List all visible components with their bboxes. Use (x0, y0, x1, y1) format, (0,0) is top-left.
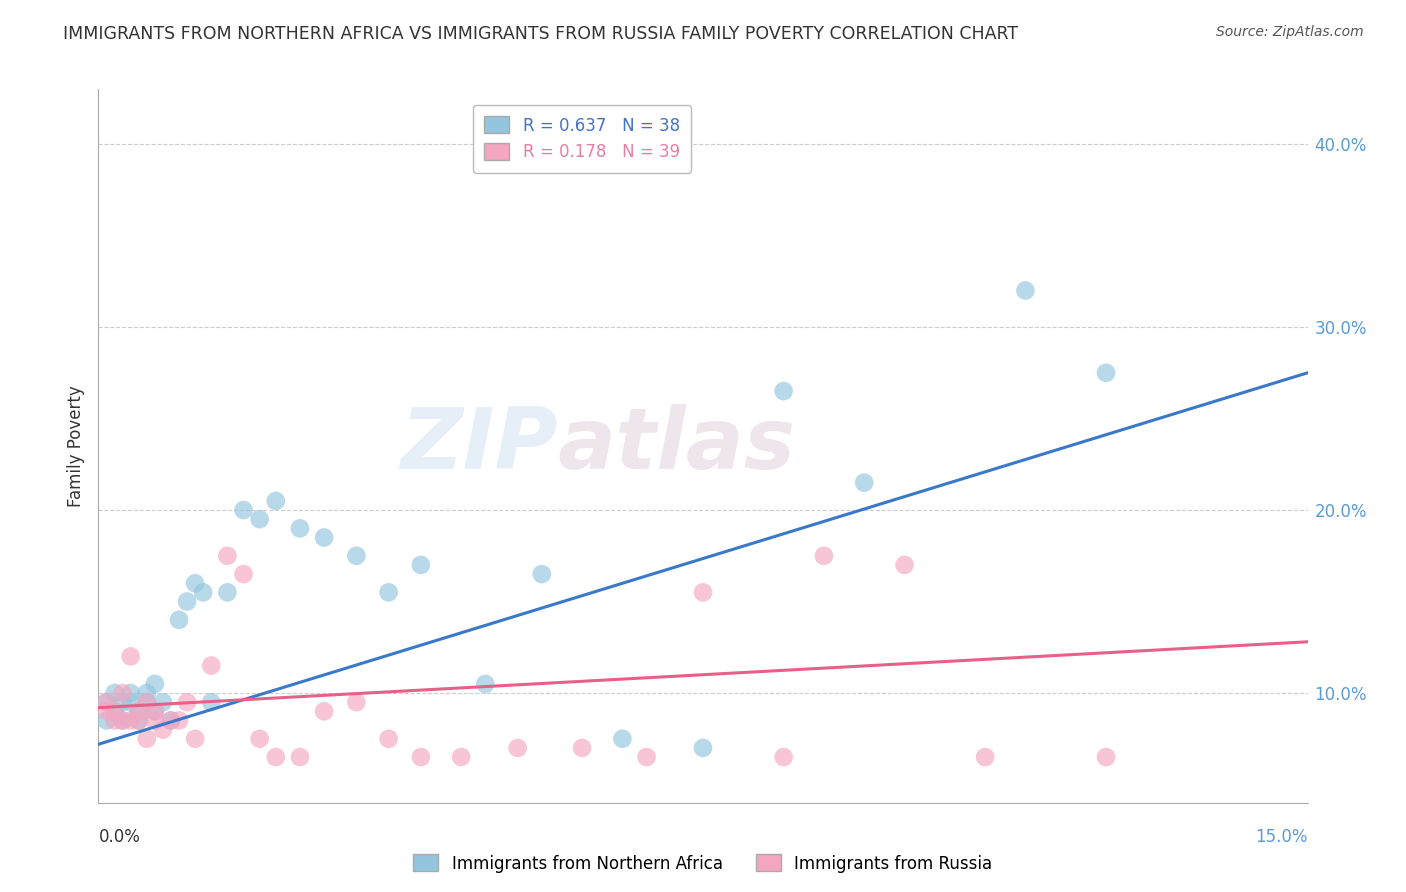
Point (128, 714, 150, 728)
Point (96, 704, 118, 718)
Point (103, 686, 125, 700)
Point (636, 750, 658, 764)
Text: ZIP: ZIP (401, 404, 558, 488)
Legend: R = 0.637   N = 38, R = 0.178   N = 39: R = 0.637 N = 38, R = 0.178 N = 39 (472, 104, 692, 173)
Point (692, 740, 714, 755)
Point (135, 695, 157, 709)
Point (264, 494, 287, 508)
Point (249, 731, 271, 746)
Point (193, 585, 215, 599)
Point (143, 677, 166, 691)
Point (692, 585, 714, 599)
Point (143, 704, 166, 718)
Point (96, 695, 118, 709)
Point (409, 750, 432, 764)
Text: 15.0%: 15.0% (1256, 828, 1308, 846)
Point (288, 521, 311, 535)
Point (772, 750, 794, 764)
Point (264, 750, 287, 764)
Point (893, 558, 915, 572)
Point (167, 613, 190, 627)
Point (120, 714, 142, 728)
Point (167, 714, 190, 728)
Point (612, 731, 634, 746)
Point (120, 695, 142, 709)
Y-axis label: Family Poverty: Family Poverty (66, 385, 84, 507)
Point (530, 567, 553, 582)
Point (571, 740, 593, 755)
Point (143, 704, 166, 718)
Point (314, 531, 336, 545)
Point (249, 512, 271, 526)
Point (217, 585, 239, 599)
Point (96, 695, 118, 709)
Point (160, 714, 183, 728)
Text: Source: ZipAtlas.com: Source: ZipAtlas.com (1216, 25, 1364, 39)
Point (176, 695, 198, 709)
Point (450, 750, 472, 764)
Point (184, 731, 207, 746)
Point (1095, 366, 1118, 380)
Point (128, 714, 150, 728)
Point (200, 695, 222, 709)
Point (184, 576, 207, 591)
Point (111, 714, 134, 728)
Text: atlas: atlas (558, 404, 796, 488)
Point (120, 649, 142, 664)
Point (120, 686, 142, 700)
Point (1095, 750, 1118, 764)
Point (853, 475, 876, 490)
Point (96, 714, 118, 728)
Point (103, 704, 125, 718)
Point (377, 731, 399, 746)
Point (1014, 284, 1036, 298)
Point (103, 714, 125, 728)
Text: IMMIGRANTS FROM NORTHERN AFRICA VS IMMIGRANTS FROM RUSSIA FAMILY POVERTY CORRELA: IMMIGRANTS FROM NORTHERN AFRICA VS IMMIG… (63, 25, 1018, 43)
Point (474, 677, 496, 691)
Point (143, 714, 166, 728)
Point (288, 750, 311, 764)
Point (135, 695, 157, 709)
Point (344, 549, 367, 563)
Point (128, 704, 150, 718)
Point (111, 686, 134, 700)
Text: 0.0%: 0.0% (98, 828, 141, 846)
Point (217, 549, 239, 563)
Point (135, 731, 157, 746)
Point (314, 704, 336, 718)
Point (409, 558, 432, 572)
Point (111, 695, 134, 709)
Legend: Immigrants from Northern Africa, Immigrants from Russia: Immigrants from Northern Africa, Immigra… (406, 847, 1000, 880)
Point (232, 503, 254, 517)
Point (176, 594, 198, 608)
Point (152, 695, 174, 709)
Point (200, 658, 222, 673)
Point (232, 567, 254, 582)
Point (772, 384, 794, 398)
Point (152, 723, 174, 737)
Point (160, 714, 183, 728)
Point (135, 686, 157, 700)
Point (128, 704, 150, 718)
Point (377, 585, 399, 599)
Point (344, 695, 367, 709)
Point (974, 750, 997, 764)
Point (103, 704, 125, 718)
Point (506, 740, 529, 755)
Point (813, 549, 835, 563)
Point (111, 714, 134, 728)
